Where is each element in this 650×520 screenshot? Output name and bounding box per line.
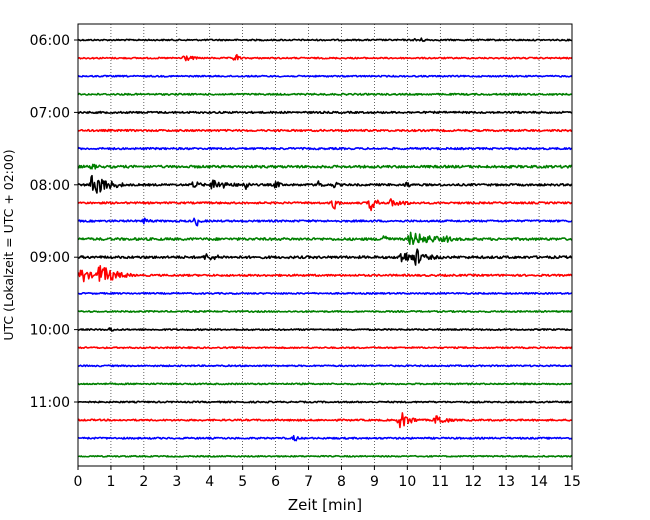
x-tick-label: 2 [139, 474, 148, 490]
trace-1045 [77, 382, 573, 386]
x-tick-label: 15 [563, 474, 581, 490]
x-tick-label: 13 [497, 474, 515, 490]
x-axis-title: Zeit [min] [288, 496, 362, 514]
trace-0845 [77, 231, 573, 246]
y-tick-label: 09:00 [30, 250, 70, 266]
x-axis: 0 1 2 3 4 5 6 7 8 9 10 11 12 13 14 15 [74, 466, 581, 490]
x-tick-label: 7 [304, 474, 313, 490]
trace-0645 [77, 92, 573, 96]
trace-0930 [77, 291, 573, 295]
y-tick-label: 06:00 [30, 33, 70, 49]
trace-series [77, 37, 573, 458]
trace-0615 [77, 53, 573, 62]
trace-1100 [77, 400, 573, 404]
trace-0915 [77, 264, 573, 283]
y-tick-label: 11:00 [30, 395, 70, 411]
trace-1000 [77, 327, 573, 332]
x-tick-label: 14 [530, 474, 548, 490]
x-tick-label: 4 [205, 474, 214, 490]
trace-0900 [77, 248, 573, 266]
x-tick-label: 5 [238, 474, 247, 490]
trace-0730 [77, 146, 573, 151]
y-axis-title: UTC (Lokalzeit = UTC + 02:00) [1, 149, 16, 340]
trace-0600 [77, 37, 573, 43]
trace-0700 [77, 110, 573, 115]
trace-0800 [77, 174, 573, 194]
x-tick-label: 8 [337, 474, 346, 490]
x-tick-label: 12 [464, 474, 482, 490]
y-tick-label: 08:00 [30, 178, 70, 194]
trace-1030 [77, 364, 573, 368]
x-tick-label: 1 [106, 474, 115, 490]
x-tick-label: 9 [370, 474, 379, 490]
trace-0830 [77, 217, 573, 227]
trace-1130 [77, 434, 573, 442]
trace-0745 [77, 163, 573, 170]
x-tick-label: 11 [431, 474, 449, 490]
trace-1115 [77, 412, 573, 429]
y-axis: 06:00 07:00 08:00 09:00 10:00 11:00 [30, 33, 78, 411]
y-tick-label: 10:00 [30, 323, 70, 339]
trace-0815 [77, 198, 573, 212]
trace-0945 [77, 310, 573, 313]
trace-0630 [77, 74, 573, 78]
y-tick-label: 07:00 [30, 105, 70, 121]
trace-1015 [77, 346, 573, 350]
x-tick-label: 10 [398, 474, 416, 490]
plot-frame [77, 23, 573, 467]
grid-lines [110, 24, 540, 466]
trace-1145 [77, 454, 573, 458]
x-tick-label: 3 [172, 474, 181, 490]
x-tick-label: 0 [74, 474, 83, 490]
x-tick-label: 6 [271, 474, 280, 490]
trace-0715 [77, 128, 573, 133]
